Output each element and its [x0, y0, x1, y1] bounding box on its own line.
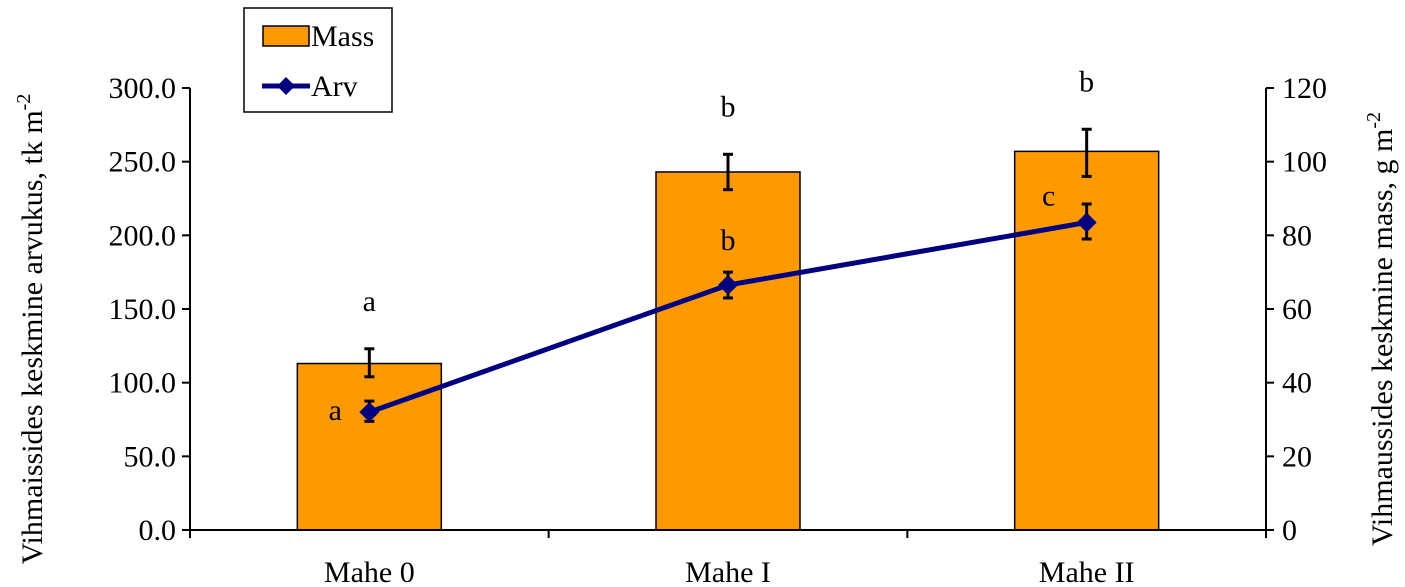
bar-error-1: [723, 152, 733, 192]
left-axis-title: Vihmaissides keskmine arvukus, tk m-2: [13, 94, 49, 565]
legend: Mass Arv: [243, 7, 393, 113]
right-tick-label: 40: [1282, 367, 1312, 400]
marker-arv-2: [1076, 212, 1097, 233]
right-tick-label: 60: [1282, 293, 1312, 326]
left-tick-label: 300.0: [109, 72, 177, 105]
right-tick-label: 100: [1282, 146, 1327, 179]
category-label: Mahe II: [1039, 556, 1135, 587]
marker-arv-1: [718, 275, 738, 296]
category-label: Mahe I: [685, 556, 771, 587]
line-sig-letter: b: [721, 224, 736, 257]
bar-error-0: [364, 347, 375, 379]
left-tick-label: 250.0: [109, 146, 177, 179]
right-axis-title-sup: -2: [1363, 112, 1385, 129]
left-tick-label: 100.0: [109, 367, 177, 400]
right-axis-title-main: Vihmaussides keskmine mass, g m: [1366, 129, 1399, 546]
bar-error-2: [1081, 127, 1092, 178]
right-tick-label: 20: [1282, 440, 1312, 473]
bar-mahe-0: [296, 362, 443, 531]
category-label: Mahe 0: [324, 556, 415, 587]
bar-sig-letter: a: [363, 285, 376, 318]
left-axis-title-main: Vihmaissides keskmine arvukus, tk m: [16, 110, 49, 564]
legend-label-arv: Arv: [311, 70, 358, 103]
right-tick-label: 120: [1282, 72, 1327, 105]
left-tick-label: 0.0: [139, 514, 177, 547]
legend-swatch-mass: [262, 25, 310, 47]
legend-label-mass: Mass: [311, 20, 374, 53]
line-layer: [359, 202, 1097, 423]
bar-layer: [296, 150, 1160, 531]
left-tick-label: 150.0: [109, 293, 177, 326]
line-sig-letter: c: [1042, 179, 1055, 212]
left-tick-label: 50.0: [124, 440, 177, 473]
legend-marker-arv: [277, 77, 295, 95]
bar-sig-letter: b: [721, 90, 736, 123]
labels-layer: 0.0 50.0 100.0 150.0 200.0 250.0 300.0 0 20 40 60 8…: [13, 65, 1399, 587]
axes-layer: [182, 87, 1274, 538]
right-tick-label: 80: [1282, 219, 1312, 252]
left-axis-title-sup: -2: [13, 94, 35, 111]
right-tick-label: 0: [1282, 514, 1297, 547]
right-axis-title: Vihmaussides keskmine mass, g m-2: [1363, 112, 1399, 546]
bar-error-layer: [364, 127, 1092, 379]
bar-mahe-i: [655, 171, 801, 531]
bar-sig-letter: b: [1079, 65, 1094, 98]
line-sig-letter: a: [329, 394, 342, 427]
marker-arv-0: [359, 402, 380, 423]
left-tick-label: 200.0: [109, 219, 177, 252]
